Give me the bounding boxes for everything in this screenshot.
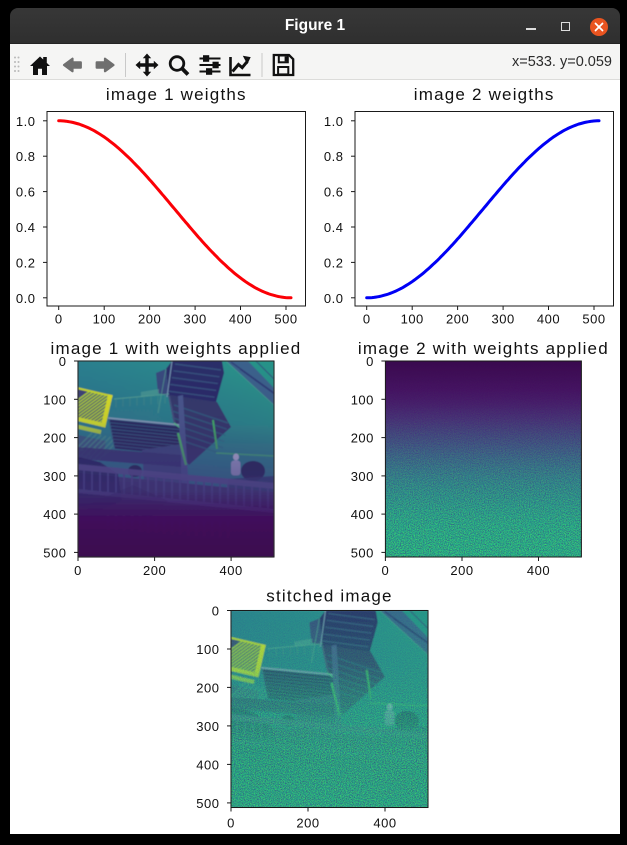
svg-text:0: 0 [59, 354, 67, 369]
svg-text:400: 400 [537, 312, 560, 327]
svg-text:image 1 weigths: image 1 weigths [106, 85, 247, 104]
svg-text:300: 300 [196, 719, 219, 734]
svg-text:500: 500 [43, 545, 66, 560]
svg-text:100: 100 [401, 312, 424, 327]
svg-text:0: 0 [363, 312, 371, 327]
svg-text:0: 0 [212, 604, 220, 619]
svg-text:0.2: 0.2 [16, 255, 36, 270]
svg-text:100: 100 [351, 392, 374, 407]
svg-text:200: 200 [450, 563, 473, 578]
svg-text:300: 300 [43, 469, 66, 484]
svg-text:200: 200 [43, 431, 66, 446]
svg-text:300: 300 [351, 469, 374, 484]
svg-text:0.2: 0.2 [324, 255, 344, 270]
svg-text:100: 100 [196, 642, 219, 657]
svg-text:0: 0 [74, 563, 82, 578]
svg-text:0.6: 0.6 [324, 185, 344, 200]
svg-text:0: 0 [382, 563, 390, 578]
svg-text:200: 200 [446, 312, 469, 327]
svg-text:0: 0 [227, 815, 235, 830]
svg-text:400: 400 [196, 757, 219, 772]
svg-text:300: 300 [183, 312, 206, 327]
svg-text:100: 100 [43, 392, 66, 407]
svg-text:stitched image: stitched image [266, 587, 392, 606]
svg-text:image 1 with weights applied: image 1 with weights applied [51, 339, 302, 358]
svg-text:400: 400 [351, 507, 374, 522]
svg-text:0.4: 0.4 [16, 220, 36, 235]
svg-text:500: 500 [196, 796, 219, 811]
svg-text:0: 0 [366, 354, 374, 369]
svg-text:image 2 weigths: image 2 weigths [414, 85, 555, 104]
svg-text:image 2 with weights applied: image 2 with weights applied [358, 339, 609, 358]
svg-text:0.4: 0.4 [324, 220, 344, 235]
svg-text:400: 400 [373, 815, 396, 830]
svg-text:0.6: 0.6 [16, 185, 36, 200]
svg-text:200: 200 [351, 431, 374, 446]
svg-text:400: 400 [527, 563, 550, 578]
svg-text:200: 200 [143, 563, 166, 578]
svg-text:1.0: 1.0 [16, 114, 36, 129]
svg-text:400: 400 [43, 507, 66, 522]
svg-text:0: 0 [55, 312, 63, 327]
svg-text:500: 500 [274, 312, 297, 327]
svg-text:200: 200 [196, 680, 219, 695]
svg-text:400: 400 [229, 312, 252, 327]
svg-text:300: 300 [491, 312, 514, 327]
svg-text:200: 200 [138, 312, 161, 327]
svg-text:1.0: 1.0 [324, 114, 344, 129]
svg-text:0.0: 0.0 [324, 291, 344, 306]
svg-text:200: 200 [296, 815, 319, 830]
svg-text:0.8: 0.8 [324, 149, 344, 164]
svg-text:100: 100 [93, 312, 116, 327]
svg-text:400: 400 [219, 563, 242, 578]
svg-text:0.0: 0.0 [16, 291, 36, 306]
svg-text:0.8: 0.8 [16, 149, 36, 164]
svg-text:500: 500 [582, 312, 605, 327]
svg-text:500: 500 [351, 545, 374, 560]
